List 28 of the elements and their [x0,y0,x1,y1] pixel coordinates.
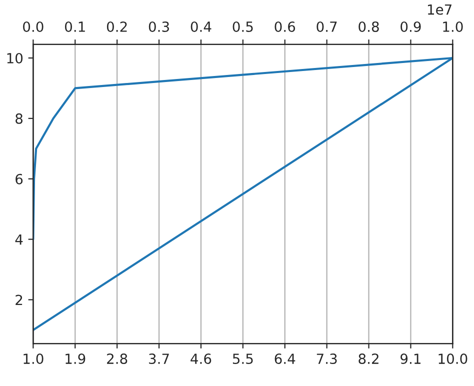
text: 1e7 [428,4,452,15]
x2-tick-label: 0.9 [400,21,421,32]
x2-tick-label: 0.7 [316,21,337,32]
x-tick-label: 10.0 [438,354,468,364]
x2-tick-label: 0.4 [190,21,212,32]
x-tick-label: 7.3 [316,354,337,364]
x2-tick-label: 1.0 [443,21,463,32]
x2-tick-label: 0.6 [274,21,296,32]
y-tick-label: 6 [16,174,23,184]
x-tick-label: 2.8 [107,354,128,364]
x2-tick-label: 0.0 [23,21,44,32]
x2-tick-label: 0.2 [106,21,127,32]
x2-tick-label: 0.8 [358,21,379,32]
x2-tick-label: 0.3 [148,21,169,32]
x-tick-label: 5.5 [232,354,253,364]
y-tick-label: 4 [15,234,23,245]
x-tick-label: 6.4 [274,354,296,364]
x-tick-label: 8.2 [358,354,378,364]
y-tick-label: 2 [16,294,22,305]
x-tick-label: 1.9 [66,354,86,364]
x-tick-label: 3.7 [149,354,169,364]
x2-tick-label: 0.1 [65,21,85,32]
x2-tick-label: 0.5 [232,21,253,32]
x-tick-label: 4.6 [190,354,212,364]
x-tick-label: 9.1 [400,354,420,364]
y-tick-label: 10 [7,52,23,64]
x-tick-label: 1.0 [24,354,44,364]
y-tick-label: 8 [16,113,23,124]
